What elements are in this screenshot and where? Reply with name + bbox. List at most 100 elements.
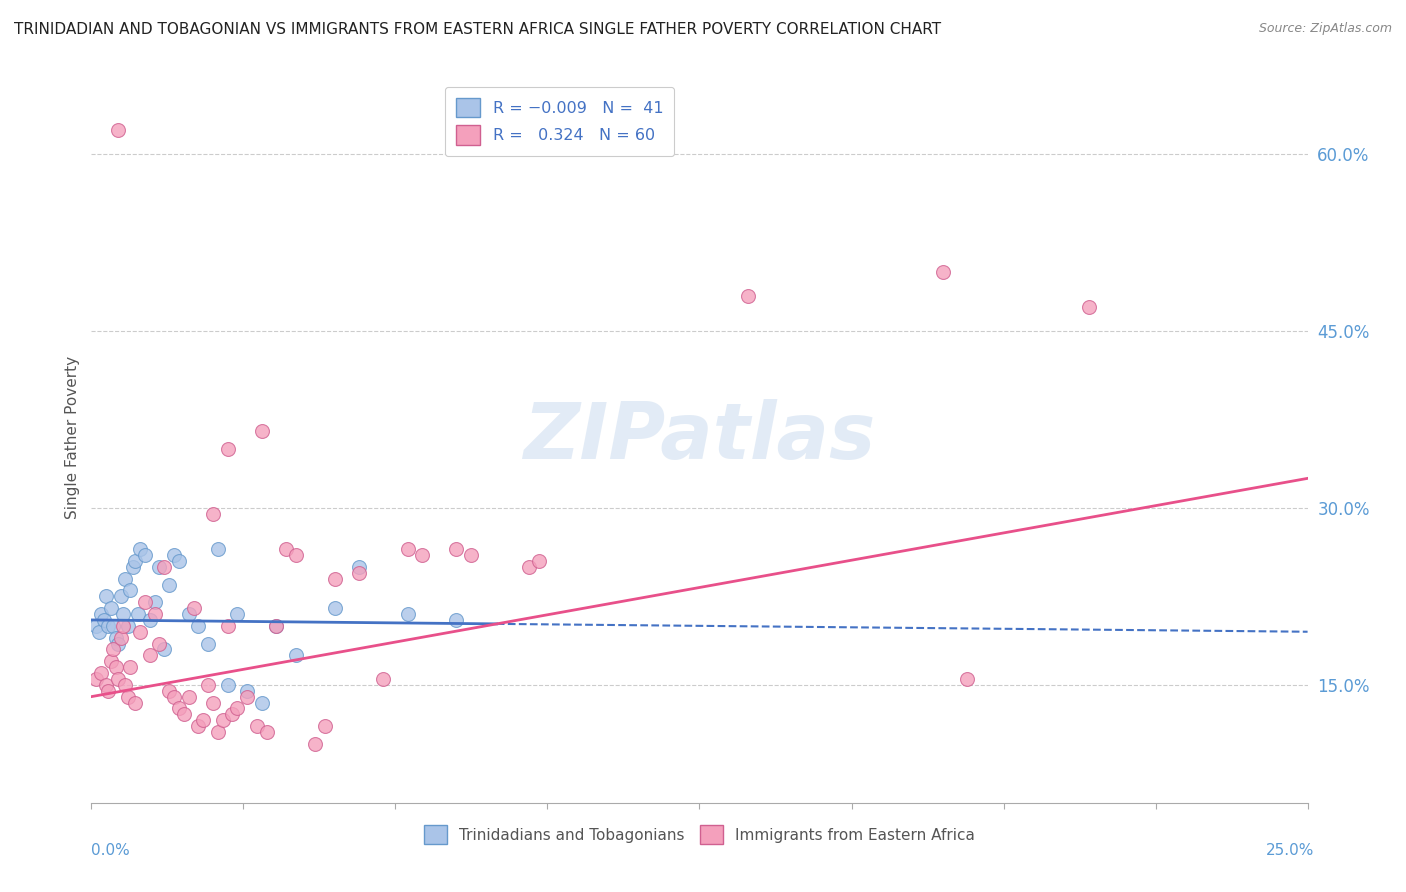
Point xyxy=(177,607,200,621)
Point xyxy=(207,542,229,557)
Point xyxy=(129,542,152,557)
Point xyxy=(163,548,186,562)
Point xyxy=(264,619,287,633)
Point xyxy=(124,554,146,568)
Point xyxy=(104,631,127,645)
Point xyxy=(173,707,195,722)
Legend: Trinidadians and Tobagonians, Immigrants from Eastern Africa: Trinidadians and Tobagonians, Immigrants… xyxy=(418,819,981,850)
Point xyxy=(104,660,127,674)
Point xyxy=(284,548,307,562)
Point xyxy=(134,548,156,562)
Text: Source: ZipAtlas.com: Source: ZipAtlas.com xyxy=(1258,22,1392,36)
Point xyxy=(110,590,132,604)
Point xyxy=(107,123,129,137)
Point xyxy=(236,683,259,698)
Point xyxy=(284,648,307,663)
Point xyxy=(373,672,395,686)
Point xyxy=(217,619,239,633)
Point xyxy=(956,672,979,686)
Point xyxy=(323,601,346,615)
Point xyxy=(226,607,249,621)
Point xyxy=(94,678,117,692)
Point xyxy=(250,424,273,438)
Point xyxy=(100,601,122,615)
Point xyxy=(134,595,156,609)
Text: TRINIDADIAN AND TOBAGONIAN VS IMMIGRANTS FROM EASTERN AFRICA SINGLE FATHER POVER: TRINIDADIAN AND TOBAGONIAN VS IMMIGRANTS… xyxy=(14,22,941,37)
Point xyxy=(129,624,152,639)
Point xyxy=(90,666,112,681)
Point xyxy=(236,690,259,704)
Point xyxy=(110,631,132,645)
Point xyxy=(396,607,419,621)
Point xyxy=(93,613,115,627)
Point xyxy=(111,619,134,633)
Point xyxy=(444,613,467,627)
Point xyxy=(177,690,200,704)
Point xyxy=(304,737,326,751)
Point xyxy=(114,678,136,692)
Point xyxy=(202,507,225,521)
Point xyxy=(148,636,170,650)
Point xyxy=(187,719,209,733)
Point xyxy=(527,554,550,568)
Point xyxy=(246,719,269,733)
Point xyxy=(100,654,122,668)
Point xyxy=(202,696,225,710)
Point xyxy=(111,607,134,621)
Point xyxy=(217,442,239,456)
Point xyxy=(153,559,176,574)
Point xyxy=(444,542,467,557)
Point xyxy=(323,572,346,586)
Point xyxy=(107,636,129,650)
Point xyxy=(217,678,239,692)
Point xyxy=(250,696,273,710)
Point xyxy=(157,577,180,591)
Point xyxy=(143,595,166,609)
Point xyxy=(117,619,139,633)
Point xyxy=(87,624,110,639)
Point xyxy=(84,672,107,686)
Point xyxy=(411,548,433,562)
Point xyxy=(167,554,190,568)
Point xyxy=(193,713,215,727)
Point xyxy=(127,607,149,621)
Point xyxy=(183,601,205,615)
Point xyxy=(94,590,117,604)
Point xyxy=(121,559,143,574)
Point xyxy=(97,683,120,698)
Point xyxy=(396,542,419,557)
Point xyxy=(153,642,176,657)
Point xyxy=(157,683,180,698)
Point xyxy=(167,701,190,715)
Point xyxy=(314,719,336,733)
Point xyxy=(107,672,129,686)
Point xyxy=(120,660,142,674)
Point xyxy=(264,619,287,633)
Text: 25.0%: 25.0% xyxy=(1267,843,1315,857)
Point xyxy=(197,678,219,692)
Y-axis label: Single Father Poverty: Single Father Poverty xyxy=(65,356,80,518)
Point xyxy=(197,636,219,650)
Point xyxy=(737,288,759,302)
Point xyxy=(97,619,120,633)
Point xyxy=(143,607,166,621)
Point xyxy=(103,642,125,657)
Point xyxy=(1077,301,1099,315)
Point xyxy=(148,559,170,574)
Point xyxy=(211,713,233,727)
Point xyxy=(347,559,370,574)
Text: ZIPatlas: ZIPatlas xyxy=(523,399,876,475)
Point xyxy=(347,566,370,580)
Point xyxy=(139,648,162,663)
Point xyxy=(256,725,278,739)
Text: 0.0%: 0.0% xyxy=(91,843,131,857)
Point xyxy=(90,607,112,621)
Point xyxy=(460,548,482,562)
Point xyxy=(124,696,146,710)
Point xyxy=(207,725,229,739)
Point xyxy=(517,559,540,574)
Point xyxy=(114,572,136,586)
Point xyxy=(120,583,142,598)
Point xyxy=(187,619,209,633)
Point xyxy=(226,701,249,715)
